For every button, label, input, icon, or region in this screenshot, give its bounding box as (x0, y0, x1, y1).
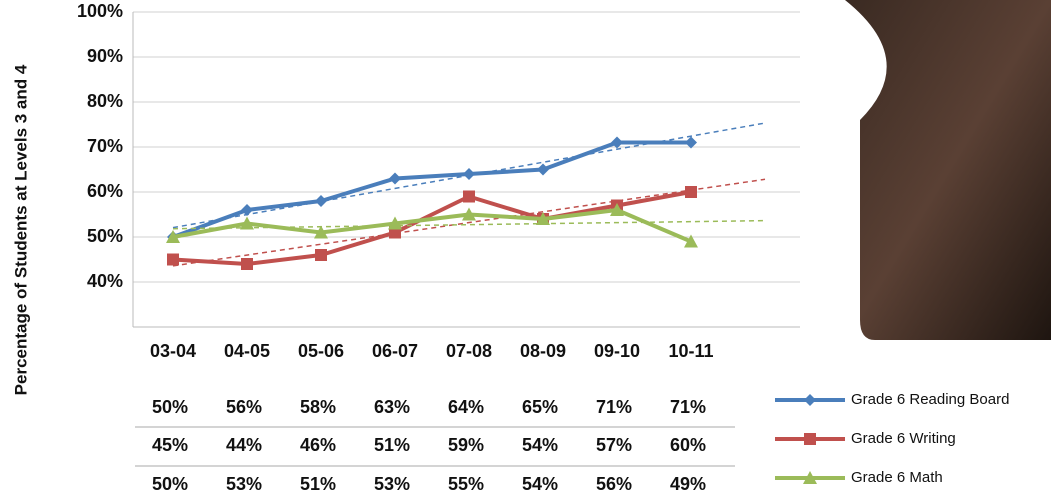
legend-label: Grade 6 Reading Board (851, 391, 1009, 408)
y-tick-label: 40% (87, 271, 123, 291)
table-cell: 54% (522, 474, 558, 494)
marker (463, 168, 475, 180)
y-tick-label: 90% (87, 46, 123, 66)
table-cell: 53% (226, 474, 262, 494)
x-tick-label: 06-07 (372, 341, 418, 361)
table-cell: 44% (226, 435, 262, 455)
table-cell: 51% (374, 435, 410, 455)
marker (167, 254, 179, 266)
table-cell: 64% (448, 397, 484, 417)
marker (389, 173, 401, 185)
table-cell: 56% (226, 397, 262, 417)
table-cell: 57% (596, 435, 632, 455)
table-cell: 63% (374, 397, 410, 417)
marker (685, 186, 697, 198)
x-tick-label: 05-06 (298, 341, 344, 361)
table-cell: 46% (300, 435, 336, 455)
y-tick-label: 80% (87, 91, 123, 111)
table-cell: 71% (670, 397, 706, 417)
chart: Percentage of Students at Levels 3 and 4… (0, 0, 1051, 499)
x-tick-label: 08-09 (520, 341, 566, 361)
x-tick-label: 03-04 (150, 341, 196, 361)
x-tick-label: 09-10 (594, 341, 640, 361)
marker (537, 164, 549, 176)
legend-marker (804, 394, 816, 406)
y-tick-label: 70% (87, 136, 123, 156)
x-tick-label: 04-05 (224, 341, 270, 361)
marker (241, 258, 253, 270)
table-cell: 59% (448, 435, 484, 455)
y-tick-label: 100% (77, 1, 123, 21)
marker (315, 249, 327, 261)
photo (845, 0, 1051, 340)
y-axis-title: Percentage of Students at Levels 3 and 4 (11, 64, 30, 395)
legend-label: Grade 6 Math (851, 469, 943, 486)
table-cell: 65% (522, 397, 558, 417)
table-cell: 51% (300, 474, 336, 494)
marker (463, 191, 475, 203)
legend-marker (804, 433, 816, 445)
table-cell: 58% (300, 397, 336, 417)
marker (315, 195, 327, 207)
table-cell: 54% (522, 435, 558, 455)
page: {"chart_data": {"type": "line", "y_label… (0, 0, 1051, 499)
table-cell: 50% (152, 474, 188, 494)
table-cell: 50% (152, 397, 188, 417)
y-tick-label: 60% (87, 181, 123, 201)
table-cell: 55% (448, 474, 484, 494)
table-cell: 45% (152, 435, 188, 455)
marker (241, 204, 253, 216)
table-cell: 71% (596, 397, 632, 417)
legend-label: Grade 6 Writing (851, 430, 956, 447)
table-cell: 49% (670, 474, 706, 494)
table-cell: 60% (670, 435, 706, 455)
table-cell: 53% (374, 474, 410, 494)
table-cell: 56% (596, 474, 632, 494)
y-tick-label: 50% (87, 226, 123, 246)
x-tick-label: 07-08 (446, 341, 492, 361)
x-tick-label: 10-11 (668, 341, 713, 361)
